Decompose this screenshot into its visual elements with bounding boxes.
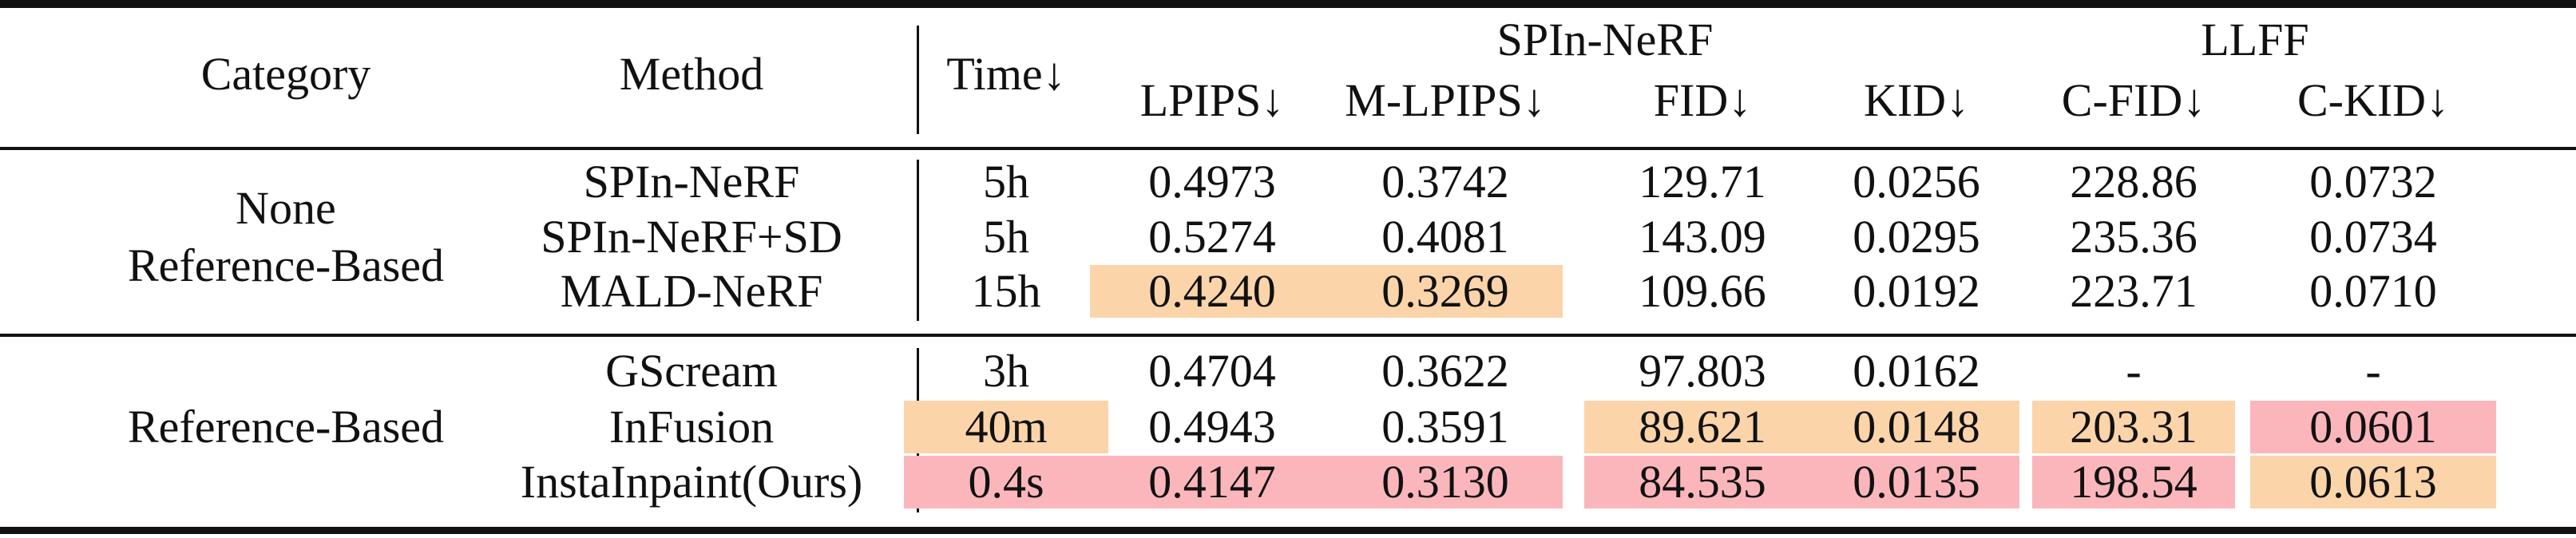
- value-c-fid: 223.71: [2070, 265, 2198, 317]
- value-kid: 0.0162: [1853, 345, 1980, 397]
- category-label: Reference-Based: [127, 401, 445, 453]
- header-m-lpips: M-LPIPS↓: [1345, 74, 1546, 126]
- value-kid: 0.0192: [1853, 265, 1980, 317]
- value-kid: 0.0135: [1853, 456, 1980, 508]
- header-divider: [917, 26, 919, 134]
- highlight-second: [1090, 265, 1334, 318]
- value-c-kid: -: [2365, 345, 2381, 397]
- method-name: GScream: [605, 345, 778, 397]
- value-fid: 109.66: [1639, 265, 1766, 317]
- highlight-best: [2250, 401, 2496, 453]
- group-rule: [0, 334, 2576, 337]
- method-name: InFusion: [608, 401, 775, 453]
- value-lpips: 0.4240: [1148, 265, 1276, 317]
- value-kid: 0.0256: [1853, 156, 1980, 208]
- highlight-best: [1584, 456, 1821, 508]
- method-name: MALD-NeRF: [560, 265, 823, 317]
- highlight-second: [1328, 265, 1563, 318]
- value-time: 3h: [983, 345, 1029, 397]
- method-name: SPIn-NeRF: [583, 156, 800, 208]
- value-lpips: 0.4943: [1148, 401, 1276, 453]
- method-name: SPIn-NeRF+SD: [541, 211, 842, 263]
- value-time: 40m: [965, 401, 1048, 453]
- value-time: 15h: [971, 265, 1041, 317]
- value-c-kid: 0.0732: [2309, 156, 2437, 208]
- value-m-lpips: 0.3742: [1381, 156, 1509, 208]
- value-c-fid: -: [2126, 345, 2142, 397]
- header-rule: [0, 147, 2576, 150]
- highlight-second: [904, 401, 1108, 453]
- value-c-fid: 203.31: [2070, 401, 2198, 453]
- value-time: 0.4s: [968, 456, 1044, 508]
- header-c-fid: C-FID↓: [2061, 74, 2206, 126]
- header-c-kid: C-KID↓: [2297, 74, 2450, 126]
- value-c-kid: 0.0613: [2309, 456, 2437, 508]
- value-m-lpips: 0.3622: [1381, 345, 1509, 397]
- highlight-best: [1328, 456, 1563, 508]
- header-method: Method: [619, 48, 764, 100]
- header-spin-group: SPIn-NeRF: [1496, 14, 1714, 65]
- highlight-best: [1090, 456, 1334, 508]
- top-rule: [0, 0, 2576, 8]
- value-c-fid: 235.36: [2070, 211, 2198, 263]
- value-m-lpips: 0.3591: [1381, 401, 1509, 453]
- value-lpips: 0.4973: [1148, 156, 1276, 208]
- header-fid: FID↓: [1653, 74, 1752, 126]
- highlight-best: [904, 456, 1108, 508]
- value-fid: 129.71: [1639, 156, 1766, 208]
- highlight-second: [1813, 401, 2019, 453]
- value-c-kid: 0.0710: [2309, 265, 2437, 317]
- bottom-rule: [0, 527, 2576, 534]
- header-llff-group: LLFF: [2201, 14, 2309, 65]
- value-m-lpips: 0.3269: [1381, 265, 1509, 317]
- value-c-fid: 198.54: [2070, 456, 2198, 508]
- value-time: 5h: [983, 156, 1029, 208]
- value-kid: 0.0295: [1853, 211, 1980, 263]
- group1-divider: [917, 160, 919, 321]
- highlight-second: [2250, 456, 2496, 508]
- value-c-fid: 228.86: [2070, 156, 2198, 208]
- value-kid: 0.0148: [1853, 401, 1980, 453]
- header-category: Category: [200, 48, 371, 100]
- header-time: Time↓: [946, 48, 1066, 100]
- value-lpips: 0.4147: [1148, 456, 1276, 508]
- value-fid: 143.09: [1639, 211, 1766, 263]
- value-fid: 84.535: [1639, 456, 1766, 508]
- highlight-best: [2032, 456, 2235, 508]
- category-label: None Reference-Based: [127, 182, 445, 291]
- header-lpips: LPIPS↓: [1139, 74, 1285, 126]
- value-m-lpips: 0.4081: [1381, 211, 1509, 263]
- highlight-second: [2032, 401, 2235, 453]
- value-c-kid: 0.0601: [2309, 401, 2437, 453]
- method-name: InstaInpaint(Ours): [520, 456, 863, 508]
- highlight-second: [1584, 401, 1821, 453]
- value-c-kid: 0.0734: [2309, 211, 2437, 263]
- value-fid: 97.803: [1639, 345, 1766, 397]
- highlight-best: [1813, 456, 2019, 508]
- value-fid: 89.621: [1639, 401, 1766, 453]
- value-lpips: 0.5274: [1148, 211, 1276, 263]
- header-kid: KID↓: [1863, 74, 1970, 126]
- value-lpips: 0.4704: [1148, 345, 1276, 397]
- value-time: 5h: [983, 211, 1029, 263]
- value-m-lpips: 0.3130: [1381, 456, 1509, 508]
